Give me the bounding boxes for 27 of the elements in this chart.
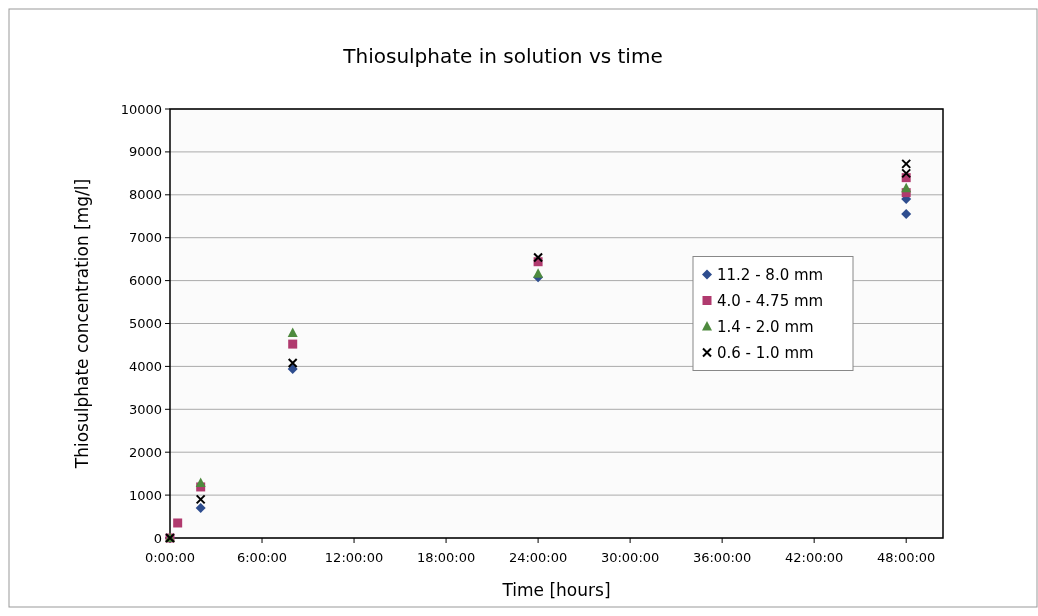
y-tick-label: 3000 [128,401,162,417]
legend-label: 11.2 - 8.0 mm [717,265,824,284]
x-axis-title: Time [hours] [501,580,611,600]
y-tick-label: 0 [153,530,162,546]
y-tick-label: 1000 [128,487,162,503]
x-tick-label: 18:00:00 [416,550,476,565]
y-tick-label: 10000 [120,101,162,117]
y-tick-label: 7000 [128,230,162,246]
x-tick-label: 24:00:00 [508,550,568,565]
x-tick-label: 30:00:00 [600,550,660,565]
chart-title: Thiosulphate in solution vs time [342,44,663,68]
y-tick-label: 5000 [128,316,162,332]
y-axis-title: Thiosulphate concentration [mg/l] [72,178,92,470]
y-tick-label: 4000 [128,358,162,374]
legend-label: 4.0 - 4.75 mm [717,291,824,310]
x-tick-label: 6:00:00 [236,550,288,565]
y-tick-label: 9000 [128,144,162,160]
x-tick-label: 48:00:00 [877,550,936,565]
y-tick-label: 8000 [128,187,162,203]
x-tick-label: 36:00:00 [692,550,752,565]
x-tick-label: 0:00:00 [144,550,196,565]
legend-label: 0.6 - 1.0 mm [717,343,814,362]
x-tick-label: 42:00:00 [784,550,844,565]
y-tick-label: 2000 [128,444,162,460]
legend-label: 1.4 - 2.0 mm [717,317,814,336]
x-tick-label: 12:00:00 [324,550,384,565]
y-tick-label: 6000 [128,273,162,289]
